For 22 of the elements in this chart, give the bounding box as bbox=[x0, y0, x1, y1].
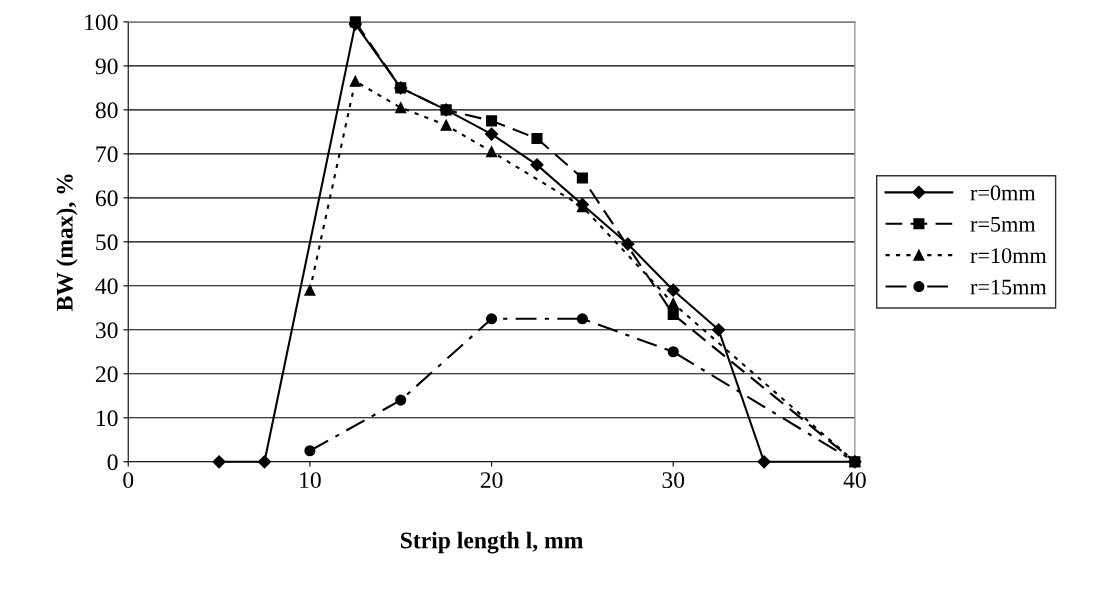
y-tick-label: 0 bbox=[107, 454, 118, 471]
x-tick-label: 0 bbox=[123, 472, 134, 489]
y-tick-label: 70 bbox=[96, 146, 118, 163]
y-tick-label: 10 bbox=[96, 410, 118, 427]
y-tick-label: 20 bbox=[95, 366, 118, 383]
x-tick-label: 30 bbox=[662, 472, 685, 489]
legend-label: r=0mm bbox=[970, 185, 1036, 201]
legend-label: r=5mm bbox=[970, 216, 1036, 232]
x-tick-label: 40 bbox=[843, 472, 866, 489]
y-tick-label: 60 bbox=[95, 190, 118, 207]
x-tick-label: 20 bbox=[480, 472, 503, 489]
y-axis-title: BW (max), % bbox=[56, 174, 78, 312]
y-tick-label: 30 bbox=[96, 322, 118, 339]
legend-label: r=15mm bbox=[970, 279, 1047, 295]
y-tick-label: 50 bbox=[96, 234, 118, 251]
legend-label: r=10mm bbox=[970, 248, 1047, 264]
x-tick-label: 10 bbox=[300, 472, 321, 489]
y-tick-label: 90 bbox=[95, 58, 118, 75]
y-tick-label: 100 bbox=[85, 14, 118, 31]
y-tick-label: 40 bbox=[95, 278, 118, 295]
y-tick-label: 80 bbox=[95, 102, 118, 119]
x-axis-title: Strip length l, mm bbox=[401, 531, 583, 554]
